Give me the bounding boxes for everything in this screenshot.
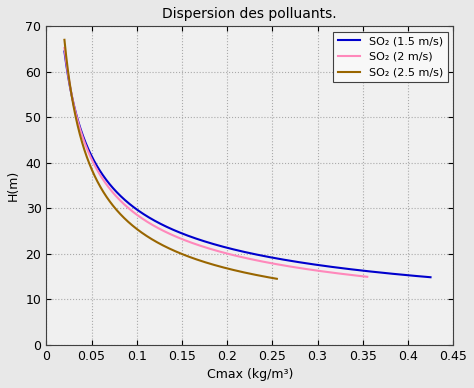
- SO₂ (2.5 m/s): [83, 152, 89, 157]
- Line: SO₂ (1.5 m/s): SO₂ (1.5 m/s): [64, 52, 430, 277]
- SO₂ (1.5 m/s): [313, 262, 319, 267]
- SO₂ (2 m/s): [62, 45, 67, 50]
- Line: SO₂ (2 m/s): SO₂ (2 m/s): [64, 48, 367, 277]
- SO₂ (1.5 m/s): [99, 171, 105, 176]
- SO₂ (2 m/s): [195, 242, 201, 247]
- SO₂ (1.5 m/s): [223, 245, 228, 250]
- SO₂ (2 m/s): [92, 165, 98, 169]
- SO₂ (1.5 m/s): [354, 268, 359, 272]
- SO₂ (2.5 m/s): [147, 236, 153, 241]
- Y-axis label: H(m): H(m): [7, 170, 20, 201]
- SO₂ (1.5 m/s): [62, 49, 67, 54]
- SO₂ (2.5 m/s): [274, 277, 280, 281]
- SO₂ (2 m/s): [184, 239, 190, 243]
- SO₂ (2 m/s): [365, 274, 370, 279]
- SO₂ (1.5 m/s): [428, 275, 433, 280]
- Title: Dispersion des polluants.: Dispersion des polluants.: [163, 7, 337, 21]
- X-axis label: Cmax (kg/m³): Cmax (kg/m³): [207, 368, 293, 381]
- Legend: SO₂ (1.5 m/s), SO₂ (2 m/s), SO₂ (2.5 m/s): SO₂ (1.5 m/s), SO₂ (2 m/s), SO₂ (2.5 m/s…: [333, 32, 447, 82]
- SO₂ (2.5 m/s): [155, 241, 161, 245]
- Line: SO₂ (2.5 m/s): SO₂ (2.5 m/s): [64, 40, 277, 279]
- SO₂ (2.5 m/s): [62, 38, 67, 42]
- SO₂ (2 m/s): [303, 267, 309, 271]
- SO₂ (2.5 m/s): [231, 268, 237, 272]
- SO₂ (1.5 m/s): [347, 267, 353, 272]
- SO₂ (1.5 m/s): [210, 241, 215, 246]
- SO₂ (2.5 m/s): [208, 262, 213, 266]
- SO₂ (2 m/s): [270, 261, 275, 266]
- SO₂ (2.5 m/s): [227, 267, 233, 272]
- SO₂ (2 m/s): [298, 266, 303, 270]
